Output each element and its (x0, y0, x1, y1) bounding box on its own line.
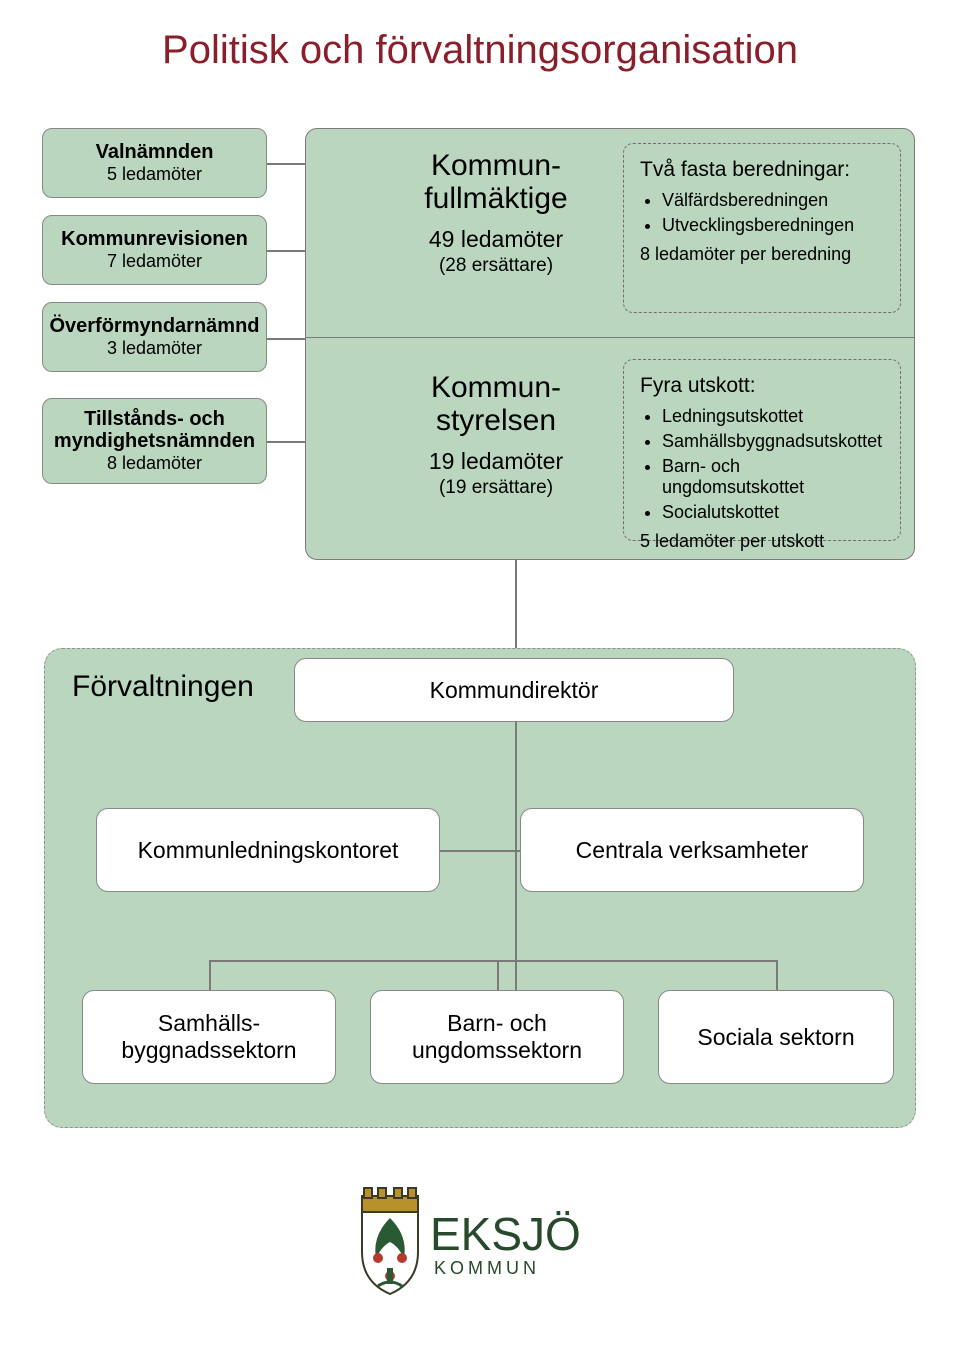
kommundirektor-box: Kommundirektör (294, 658, 734, 722)
kommunfullmaktige-title-1: Kommun- (391, 149, 601, 182)
connector-left (267, 441, 305, 443)
connector-left (267, 163, 305, 165)
connector-left (267, 338, 305, 340)
admin-row1-box-1: Centrala verksamheter (520, 808, 864, 892)
logo-name-text: EKSJÖ (430, 1208, 581, 1260)
left-box-1: Kommunrevisionen7 ledamöter (42, 215, 267, 285)
kommunfullmaktige-subs: (28 ersättare) (391, 255, 601, 277)
main-political-block: Kommun- fullmäktige 49 ledamöter (28 ers… (305, 128, 915, 560)
forvaltningen-title: Förvaltningen (72, 670, 254, 704)
logo-sub-text: KOMMUN (434, 1258, 540, 1278)
beredningar-header: Två fasta beredningar: (640, 158, 884, 182)
admin-connector (776, 960, 778, 990)
admin-connector (209, 960, 776, 962)
connector-left (267, 250, 305, 252)
main-block-divider (306, 337, 914, 338)
kommunstyrelsen-title-1: Kommun- (391, 371, 601, 404)
admin-connector (497, 960, 499, 990)
admin-row2-box-0: Samhälls-byggnadssektorn (82, 990, 336, 1084)
utskott-box: Fyra utskott: LedningsutskottetSamhällsb… (623, 359, 901, 541)
left-box-0: Valnämnden5 ledamöter (42, 128, 267, 198)
beredningar-note: 8 ledamöter per beredning (640, 244, 884, 265)
admin-row1-box-0: Kommunledningskontoret (96, 808, 440, 892)
kommunfullmaktige-members: 49 ledamöter (391, 225, 601, 255)
kommunfullmaktige-title-2: fullmäktige (391, 182, 601, 215)
page-title: Politisk och förvaltningsorganisation (0, 28, 960, 73)
kommunfullmaktige-box: Kommun- fullmäktige 49 ledamöter (28 ers… (391, 149, 601, 277)
kommundirektor-label: Kommundirektör (430, 677, 599, 704)
admin-row2-box-1: Barn- ochungdomssektorn (370, 990, 624, 1084)
eksjo-kommun-logo: EKSJÖ KOMMUN (0, 1178, 960, 1318)
kommunstyrelsen-members: 19 ledamöter (391, 447, 601, 477)
admin-connector (515, 722, 517, 990)
utskott-list: LedningsutskottetSamhällsbyggnadsutskott… (640, 406, 884, 523)
kommunstyrelsen-box: Kommun- styrelsen 19 ledamöter (19 ersät… (391, 371, 601, 499)
left-box-2: Överförmyndarnämnd3 ledamöter (42, 302, 267, 372)
page-title-text: Politisk och förvaltningsorganisation (162, 28, 798, 72)
utskott-note: 5 ledamöter per utskott (640, 531, 884, 552)
left-box-3: Tillstånds- ochmyndighetsnämnden8 ledamö… (42, 398, 267, 484)
kommunstyrelsen-subs: (19 ersättare) (391, 477, 601, 499)
admin-connector (209, 960, 211, 990)
utskott-header: Fyra utskott: (640, 374, 884, 398)
beredningar-box: Två fasta beredningar: Välfärdsberedning… (623, 143, 901, 313)
admin-row2-box-2: Sociala sektorn (658, 990, 894, 1084)
kommunstyrelsen-title-2: styrelsen (391, 404, 601, 437)
logo-svg: EKSJÖ KOMMUN (330, 1178, 630, 1318)
beredningar-list: VälfärdsberedningenUtvecklingsberedninge… (640, 190, 884, 236)
